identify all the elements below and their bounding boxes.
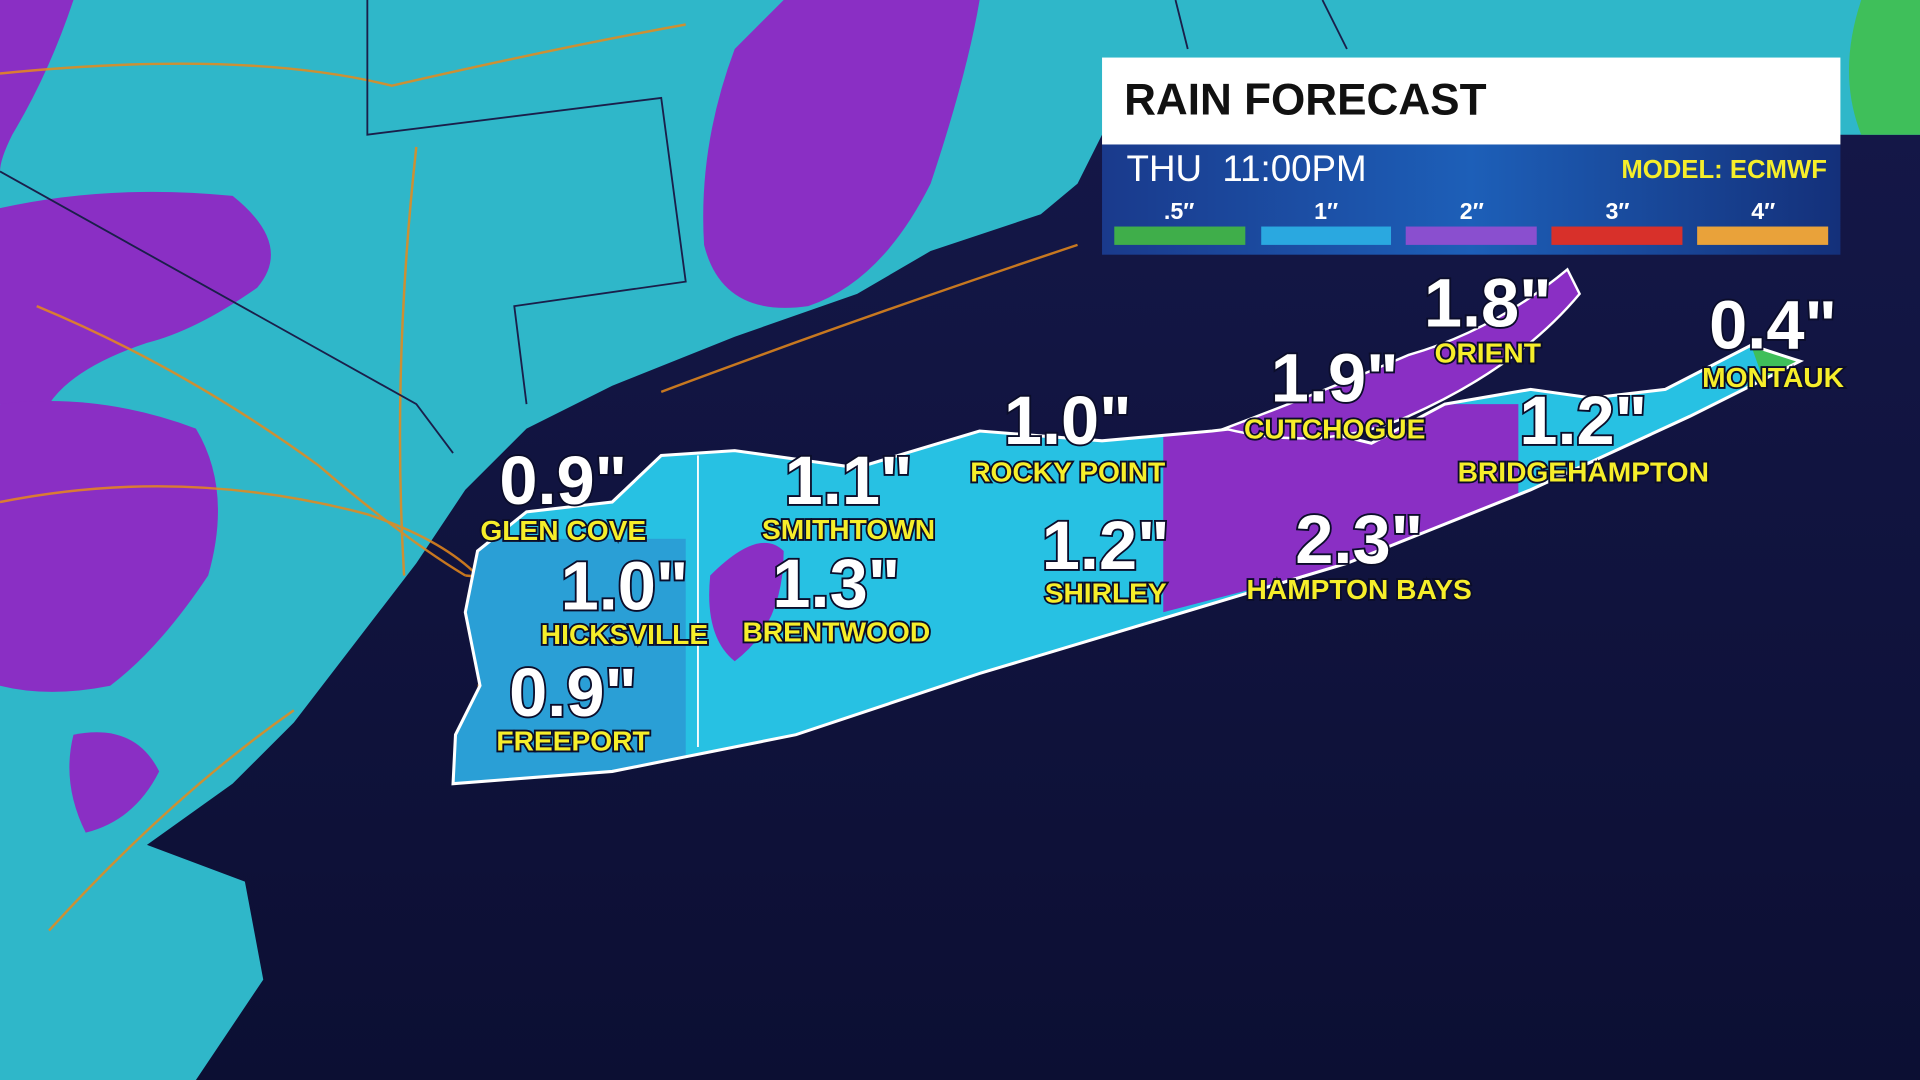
border (366, 0, 687, 405)
panel-model: MODEL: ECMWF (1621, 156, 1827, 184)
road (0, 23, 686, 87)
purple-area (0, 0, 74, 172)
rain-amount: 1.9" (1271, 339, 1399, 416)
legend-label: 4″ (1751, 198, 1775, 224)
road (660, 243, 1078, 393)
coastline (451, 343, 1805, 786)
town-name: HAMPTON BAYS (1247, 574, 1472, 605)
road (0, 485, 479, 577)
rain-amount: 1.0" (561, 548, 689, 625)
north-fork (1220, 267, 1582, 440)
town-name: BRENTWOOD (742, 617, 930, 648)
green-area (1751, 345, 1800, 380)
panel-title: RAIN FORECAST (1124, 75, 1486, 124)
legend-swatch (1261, 226, 1392, 245)
rain-amount: 0.9" (509, 654, 637, 731)
purple-area (0, 401, 218, 692)
purple-area (0, 191, 271, 405)
road (36, 304, 466, 577)
legend-label: 3″ (1606, 198, 1630, 224)
rain-amount: 1.3" (772, 545, 900, 622)
town-name: HICKSVILLE (541, 619, 708, 650)
legend-swatch (1114, 226, 1246, 245)
town-name: FREEPORT (496, 726, 649, 757)
legend-swatch (1697, 226, 1829, 245)
rain-amount: 1.8" (1424, 265, 1552, 342)
purple-area (1163, 404, 1519, 613)
green-area (1848, 0, 1920, 135)
forecast-panel: RAIN FORECAST THU 11:00PM MODEL: ECMWF .… (1102, 57, 1841, 255)
road (48, 709, 295, 932)
rain-amount: 1.2" (1519, 382, 1647, 459)
legend-label: 2″ (1460, 198, 1484, 224)
town-name: ORIENT (1435, 338, 1541, 369)
legend-swatch (1405, 226, 1537, 245)
border (0, 170, 454, 454)
li-shade (453, 538, 686, 784)
panel-header (1102, 57, 1841, 145)
legend-label: 1″ (1314, 198, 1338, 224)
rain-amount: 1.1" (785, 442, 913, 519)
rain-amount: 1.2" (1042, 507, 1170, 584)
town-name: GLEN COVE (480, 515, 646, 546)
town-name: SHIRLEY (1045, 578, 1167, 609)
town-name: SMITHTOWN (762, 514, 935, 545)
borders (0, 0, 1348, 454)
purple-area (709, 542, 784, 662)
legend-swatch (1551, 226, 1683, 245)
rain-amount: 2.3" (1295, 501, 1423, 578)
border (1174, 0, 1348, 50)
road (398, 146, 418, 576)
rain-amount: 0.9" (499, 442, 627, 519)
purple-area (69, 732, 160, 833)
town-name: ROCKY POINT (970, 456, 1165, 487)
town-name: CUTCHOGUE (1244, 413, 1425, 444)
rain-amount: 1.0" (1004, 382, 1132, 459)
town-name: MONTAUK (1702, 362, 1844, 393)
town-name: BRIDGEHAMPTON (1458, 456, 1709, 487)
rain-amount: 0.4" (1709, 287, 1837, 364)
panel-time: THU 11:00PM (1127, 148, 1367, 189)
legend-label: .5″ (1164, 198, 1195, 224)
purple-area (703, 0, 980, 308)
labels: 0.9" GLEN COVE 1.0" HICKSVILLE 0.9" FREE… (479, 263, 1847, 759)
